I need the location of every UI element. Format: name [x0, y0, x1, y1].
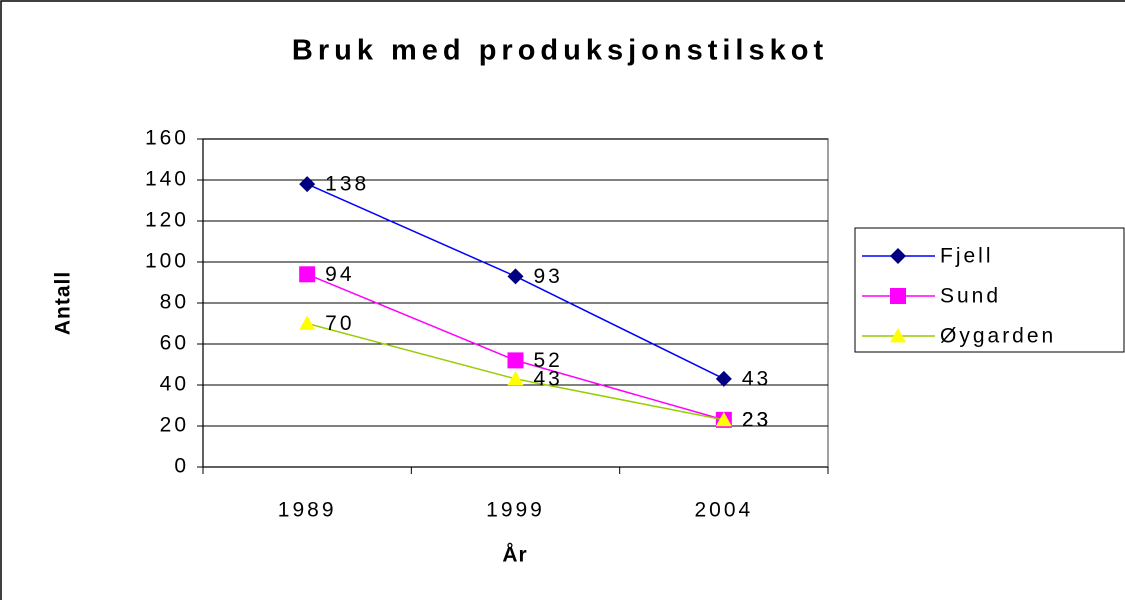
data-label: 23 [742, 408, 771, 431]
data-label: 52 [534, 349, 563, 372]
y-tick-label: 120 [145, 209, 189, 232]
y-axis-title: Antall [52, 271, 75, 335]
x-axis-title: År [502, 543, 527, 567]
data-point [299, 266, 316, 283]
x-tick-label: 2004 [694, 499, 753, 522]
data-point [715, 411, 732, 427]
data-label: 94 [325, 263, 354, 286]
data-point [507, 268, 524, 285]
legend-label: Øygarden [940, 325, 1056, 348]
y-tick-label: 80 [160, 291, 189, 314]
data-point [715, 370, 732, 387]
y-tick-label: 100 [145, 250, 189, 273]
data-label: 138 [325, 173, 369, 196]
y-tick-label: 140 [145, 168, 189, 191]
data-point [299, 176, 316, 193]
data-label: 43 [534, 367, 563, 390]
y-tick-label: 20 [160, 414, 189, 437]
y-tick-label: 40 [160, 373, 189, 396]
y-tick-label: 0 [174, 455, 189, 478]
y-tick-label: 60 [160, 332, 189, 355]
data-point [299, 315, 316, 330]
data-point [507, 352, 524, 369]
x-tick-label: 1989 [278, 499, 337, 522]
data-point [507, 370, 524, 386]
legend-label: Sund [940, 285, 1001, 308]
data-label: 93 [534, 265, 563, 288]
legend-marker [890, 288, 906, 304]
legend-marker [890, 328, 906, 343]
data-label: 23 [742, 408, 771, 431]
data-label: 70 [325, 312, 354, 335]
y-tick-label: 160 [145, 127, 189, 150]
legend-label: Fjell [940, 245, 994, 268]
chart-title: Bruk med produksjonstilskot [292, 35, 828, 67]
data-label: 43 [742, 367, 771, 390]
x-tick-label: 1999 [486, 499, 545, 522]
legend-marker [890, 248, 906, 264]
